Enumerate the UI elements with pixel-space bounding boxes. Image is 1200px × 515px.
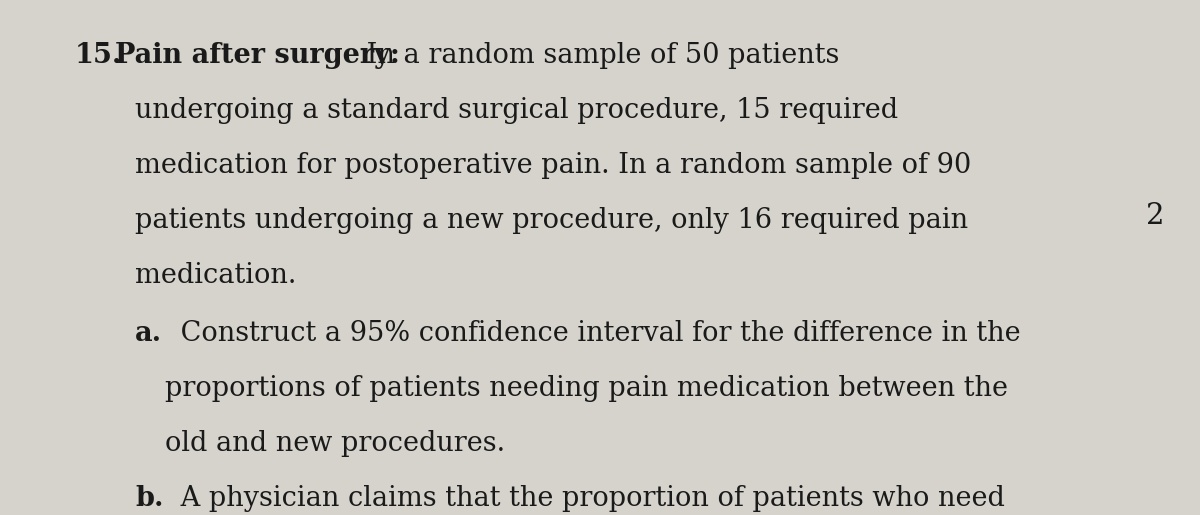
Text: medication.: medication. <box>134 262 296 289</box>
Text: Construct a 95% confidence interval for the difference in the: Construct a 95% confidence interval for … <box>172 320 1021 347</box>
Text: Pain after surgery:: Pain after surgery: <box>115 42 400 69</box>
Text: patients undergoing a new procedure, only 16 required pain: patients undergoing a new procedure, onl… <box>134 207 968 234</box>
Text: 2: 2 <box>1146 202 1165 230</box>
Text: In a random sample of 50 patients: In a random sample of 50 patients <box>358 42 839 69</box>
Text: medication for postoperative pain. In a random sample of 90: medication for postoperative pain. In a … <box>134 152 971 179</box>
Text: undergoing a standard surgical procedure, 15 required: undergoing a standard surgical procedure… <box>134 97 898 124</box>
Text: b.: b. <box>134 485 163 512</box>
Text: old and new procedures.: old and new procedures. <box>166 430 505 457</box>
Text: proportions of patients needing pain medication between the: proportions of patients needing pain med… <box>166 375 1008 402</box>
Text: 15.: 15. <box>74 42 122 69</box>
Text: A physician claims that the proportion of patients who need: A physician claims that the proportion o… <box>172 485 1004 512</box>
Text: a.: a. <box>134 320 162 347</box>
